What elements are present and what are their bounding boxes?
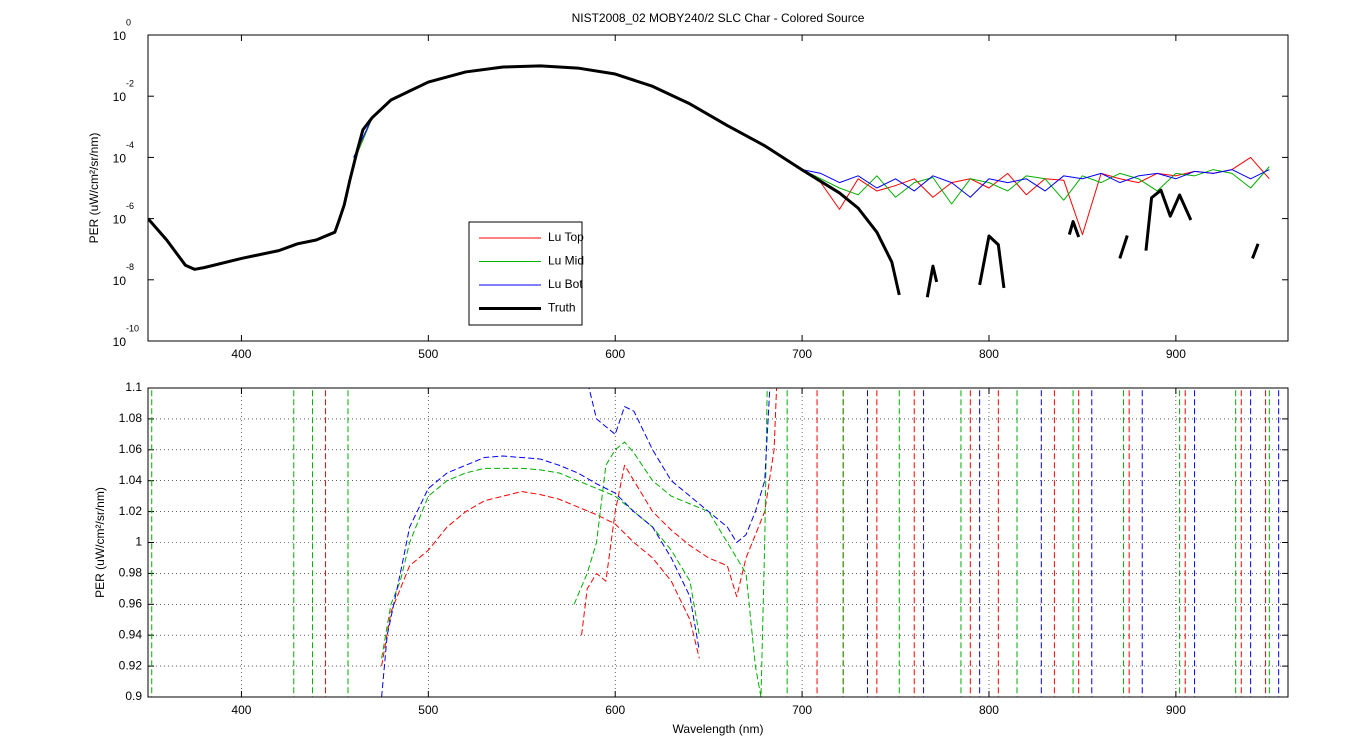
x-tick-label: 900 (1166, 703, 1186, 717)
y-tick-label: 1.08 (119, 411, 143, 425)
y-tick-exponent: 0 (126, 17, 131, 27)
series-group (148, 64, 1270, 298)
series-line (325, 388, 1267, 697)
plot-area (148, 388, 1288, 697)
plot-frame (147, 387, 1289, 698)
x-axis-label: Wavelength (nm) (673, 722, 764, 736)
y-tick-label: 10 (113, 335, 127, 349)
y-tick-label: 1.1 (125, 380, 142, 394)
series-group (151, 388, 1280, 697)
x-tick-label: 700 (792, 347, 812, 361)
x-tick-label: 600 (605, 347, 625, 361)
y-tick-exponent: -2 (126, 79, 134, 89)
y-tick-label: 10 (113, 213, 127, 227)
x-tick-label: 900 (1166, 347, 1186, 361)
y-tick-base: 10 (113, 29, 127, 43)
series-line (148, 64, 1260, 298)
y-tick-label: 0.94 (119, 627, 143, 641)
y-tick-label: 1.06 (119, 442, 143, 456)
y-tick-label: 0.9 (125, 689, 142, 703)
y-tick-exponent: -8 (126, 262, 134, 272)
x-tick-label: 400 (231, 703, 251, 717)
y-axis-label: PER (uW/cm²/sr/nm) (87, 133, 101, 244)
x-tick-label: 500 (418, 703, 438, 717)
x-tick-label: 800 (979, 703, 999, 717)
y-tick-label: 0.96 (119, 596, 143, 610)
y-tick-base: 10 (113, 90, 127, 104)
y-tick-base: 10 (113, 335, 127, 349)
y-tick-base: 10 (113, 152, 127, 166)
y-tick-label: 10 (113, 152, 127, 166)
y-tick-label: 10 (113, 90, 127, 104)
y-tick-label: 1.04 (119, 473, 143, 487)
y-tick-label: 0.98 (119, 566, 143, 580)
y-tick-exponent: -4 (126, 140, 134, 150)
series-line (151, 388, 1270, 697)
y-axis-label: PER (uW/cm²/sr/nm) (93, 487, 107, 598)
x-tick-label: 400 (231, 347, 251, 361)
x-tick-label: 800 (979, 347, 999, 361)
x-tick-label: 600 (605, 703, 625, 717)
y-tick-label: 10 (113, 29, 127, 43)
legend-label: Truth (548, 301, 576, 315)
y-tick-label: 0.92 (119, 658, 143, 672)
series-line (381, 388, 1280, 697)
y-tick-label: 1 (135, 535, 142, 549)
plot-area (148, 35, 1288, 341)
y-tick-exponent: -6 (126, 201, 134, 211)
y-tick-label: 1.02 (119, 504, 143, 518)
chart-title: NIST2008_02 MOBY240/2 SLC Char - Colored… (572, 11, 865, 25)
x-tick-label: 700 (792, 703, 812, 717)
y-tick-label: 10 (113, 274, 127, 288)
legend-label: Lu Mid (548, 254, 584, 268)
legend-label: Lu Bot (548, 277, 583, 291)
y-tick-base: 10 (113, 213, 127, 227)
x-tick-label: 500 (418, 347, 438, 361)
legend-label: Lu Top (548, 230, 584, 244)
y-tick-exponent: -10 (126, 323, 139, 333)
plot-frame (147, 34, 1289, 342)
y-tick-base: 10 (113, 274, 127, 288)
